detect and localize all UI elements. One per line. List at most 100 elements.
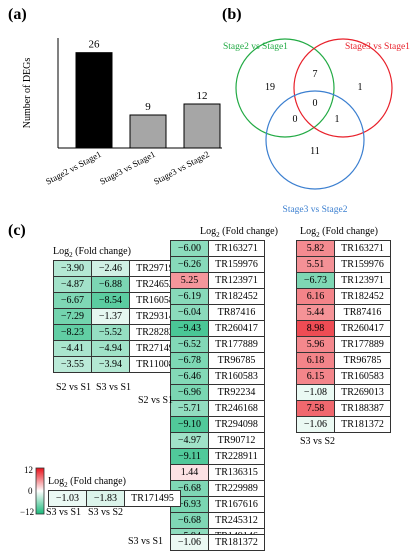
heatmap-cell: −6.78 <box>170 352 209 369</box>
legend-title: Log2 (Fold change) <box>48 476 126 489</box>
transcript-id: TR167616 <box>208 496 265 513</box>
transcript-id: TR163271 <box>208 240 265 257</box>
transcript-id: TR96785 <box>208 352 265 369</box>
heatmap-table-1: −3.90 −2.46 TR297193 −4.87 −6.88 TR246520 −6.6… <box>53 260 186 373</box>
heatmap-cell: −6.96 <box>170 384 209 401</box>
heatmap-cell: −5.52 <box>91 324 130 341</box>
table-row: −1.08 TR269013 <box>296 384 391 401</box>
heatmap-cell: −6.04 <box>170 304 209 321</box>
heatmap-cell: −6.68 <box>170 512 209 529</box>
transcript-id: TR96785 <box>334 352 391 369</box>
table-row: −9.43 TR260417 <box>170 320 265 337</box>
heatmap-cell: −7.29 <box>53 308 92 325</box>
legend-tick-mid: 0 <box>28 486 33 496</box>
table-row: −1.03 −1.83 TR171495 <box>48 490 181 507</box>
panel-a-letter: (a) <box>8 6 27 23</box>
venn-circle <box>235 38 335 138</box>
table3-header: Log2 (Fold change) <box>300 226 378 239</box>
venn-region-count: 0 <box>313 98 318 109</box>
heatmap-cell: 5.25 <box>170 272 209 289</box>
table-row: −5.71 TR246168 <box>170 400 265 417</box>
transcript-id: TR177889 <box>334 336 391 353</box>
table-row: −7.29 −1.37 TR293140 <box>53 308 186 325</box>
transcript-id: TR160583 <box>208 368 265 385</box>
t2-footer-label: S3 vs S1 <box>128 536 164 547</box>
heatmap-cell: −4.87 <box>53 276 92 293</box>
table-row: −6.52 TR177889 <box>170 336 265 353</box>
t2-row-label: S2 vs S1 <box>138 395 174 406</box>
heatmap-cell: 5.51 <box>296 256 335 273</box>
table-row: −1.06 TR181372 <box>296 416 391 433</box>
bar-chart: Number of DEGs 26 Stage2 vs Stage1 9 Stage3 … <box>22 38 222 187</box>
venn-circle <box>265 90 365 190</box>
transcript-id: TR260417 <box>334 320 391 337</box>
table-row: −3.90 −2.46 TR297193 <box>53 260 186 277</box>
heatmap-table-4: −1.03 −1.83 TR171495 <box>48 490 181 507</box>
table-row: −6.93 TR167616 <box>170 496 265 513</box>
table-row: −9.10 TR294098 <box>170 416 265 433</box>
heatmap-cell: −9.43 <box>170 320 209 337</box>
table-row: −6.67 −8.54 TR160584 <box>53 292 186 309</box>
venn-circle <box>293 38 393 138</box>
heatmap-cell: −1.83 <box>86 490 125 507</box>
venn-set-label: Stage3 vs Stage2 <box>283 205 348 215</box>
table-row: −3.55 −3.94 TR110087 <box>53 356 186 373</box>
table2-header: Log2 (Fold change) <box>200 226 278 239</box>
table-row: 5.96 TR177889 <box>296 336 391 353</box>
heatmap-cell: −6.67 <box>53 292 92 309</box>
table-row: −6.04 TR87416 <box>170 304 265 321</box>
heatmap-cell: 6.15 <box>296 368 335 385</box>
table-row: −6.78 TR96785 <box>170 352 265 369</box>
heatmap-cell: −4.94 <box>91 340 130 357</box>
transcript-id: TR163271 <box>334 240 391 257</box>
legend-tick-max: 12 <box>24 465 33 475</box>
venn-region-count: 19 <box>265 82 275 93</box>
panel-c-letter: (c) <box>8 222 26 239</box>
table-row: −6.26 TR159976 <box>170 256 265 273</box>
heatmap-cell: −6.46 <box>170 368 209 385</box>
heatmap-cell: 6.18 <box>296 352 335 369</box>
heatmap-cell: 7.58 <box>296 400 335 417</box>
heatmap-cell: 6.16 <box>296 288 335 305</box>
heatmap-cell: −3.55 <box>53 356 92 373</box>
transcript-id: TR123971 <box>208 272 265 289</box>
heatmap-cell: 5.96 <box>296 336 335 353</box>
table-row: 6.18 TR96785 <box>296 352 391 369</box>
heatmap-cell: 8.98 <box>296 320 335 337</box>
table-row: −6.68 TR229989 <box>170 480 265 497</box>
transcript-id: TR260417 <box>208 320 265 337</box>
bar-value-label: 9 <box>145 101 151 113</box>
category-label: Stage2 vs Stage1 <box>44 149 103 187</box>
transcript-id: TR159976 <box>208 256 265 273</box>
t3-col-label: S3 vs S2 <box>300 436 336 447</box>
heatmap-cell: −4.41 <box>53 340 92 357</box>
heatmap-table-2: −6.00 TR163271 −6.26 TR159976 5.25 TR123971 −6… <box>170 240 265 545</box>
table-row: 5.82 TR163271 <box>296 240 391 257</box>
t4-col-label-1: S3 vs S2 <box>88 507 124 518</box>
venn-diagram: Stage2 vs Stage1 Stage3 vs Stage1 Stage3 v… <box>223 38 410 215</box>
heatmap-cell: −4.97 <box>170 432 209 449</box>
y-axis-label: Number of DEGs <box>22 58 33 129</box>
table-row: −1.06 TR181372 <box>170 534 265 551</box>
heatmap-table-2-footer: −1.06 TR181372 <box>170 534 265 551</box>
heatmap-cell: −1.08 <box>296 384 335 401</box>
heatmap-cell: 5.82 <box>296 240 335 257</box>
color-legend <box>35 467 45 515</box>
heatmap-cell: −9.10 <box>170 416 209 433</box>
transcript-id: TR188387 <box>334 400 391 417</box>
bar-value-label: 26 <box>89 39 101 51</box>
table-row: −4.41 −4.94 TR271496 <box>53 340 186 357</box>
heatmap-cell: −3.94 <box>91 356 130 373</box>
heatmap-cell: −5.71 <box>170 400 209 417</box>
table-row: 1.44 TR136315 <box>170 464 265 481</box>
t4-col-label-0: S3 vs S1 <box>46 507 82 518</box>
bar <box>129 114 167 149</box>
heatmap-cell: −1.03 <box>48 490 87 507</box>
heatmap-cell: −6.88 <box>91 276 130 293</box>
table-row: −6.96 TR92234 <box>170 384 265 401</box>
transcript-id: TR92234 <box>208 384 265 401</box>
transcript-id: TR87416 <box>334 304 391 321</box>
transcript-id: TR182452 <box>208 288 265 305</box>
heatmap-cell: −1.06 <box>170 534 209 551</box>
table-row: 5.25 TR123971 <box>170 272 265 289</box>
